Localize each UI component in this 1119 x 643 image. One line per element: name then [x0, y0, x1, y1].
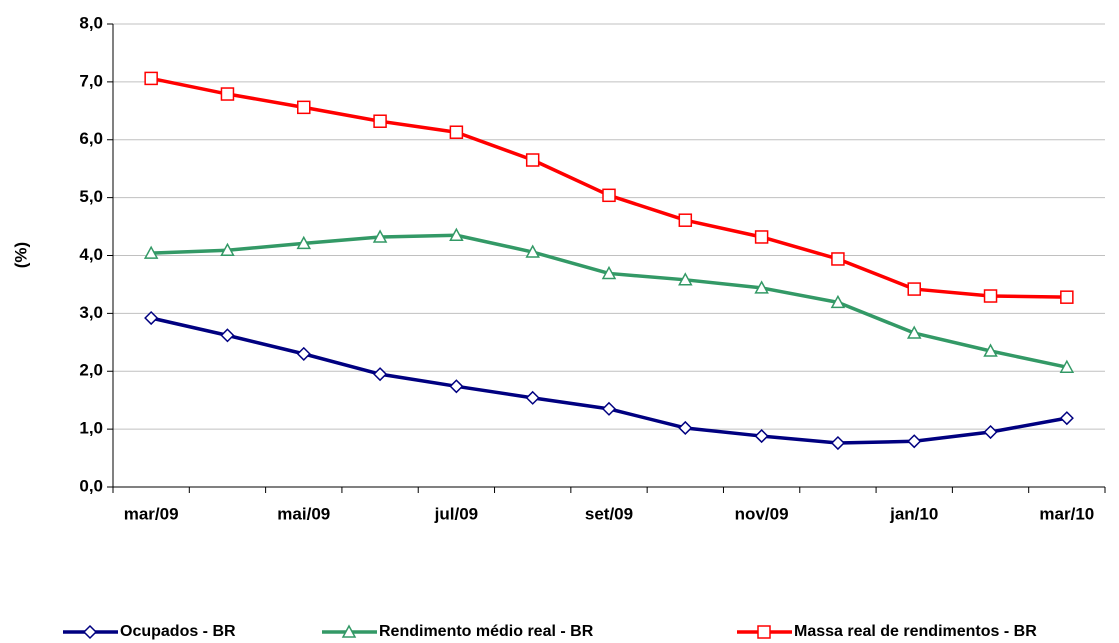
- legend-label: Ocupados - BR: [120, 623, 236, 640]
- y-tick-label: 8,0: [79, 13, 103, 32]
- y-tick-label: 2,0: [79, 361, 103, 380]
- x-tick-label: nov/09: [735, 504, 789, 523]
- x-tick-label: mai/09: [277, 504, 330, 523]
- marker: [983, 289, 998, 303]
- marker: [678, 272, 693, 286]
- x-tick-label: mar/10: [1039, 504, 1094, 523]
- marker: [220, 328, 235, 343]
- series-line: [150, 76, 1067, 299]
- marker: [143, 245, 159, 259]
- x-tick-label: jan/10: [889, 504, 938, 523]
- y-tick-label: 6,0: [79, 129, 103, 148]
- marker: [907, 282, 921, 296]
- marker: [1059, 411, 1074, 426]
- marker: [373, 114, 387, 128]
- x-tick-label: jul/09: [434, 504, 478, 523]
- marker: [1059, 359, 1075, 373]
- x-tick-label: set/09: [585, 504, 633, 523]
- y-tick-label: 4,0: [79, 245, 103, 264]
- marker: [144, 310, 159, 326]
- marker: [907, 434, 922, 449]
- marker: [830, 294, 846, 309]
- y-tick-label: 5,0: [79, 187, 103, 206]
- marker: [82, 624, 98, 640]
- marker: [906, 325, 922, 339]
- y-tick-label: 0,0: [79, 476, 103, 495]
- marker: [297, 100, 311, 115]
- marker: [372, 229, 388, 243]
- marker: [1060, 290, 1074, 304]
- marker: [449, 379, 464, 394]
- marker: [602, 188, 616, 203]
- marker: [754, 429, 769, 444]
- y-tick-label: 3,0: [79, 303, 103, 322]
- marker: [525, 390, 540, 405]
- marker: [678, 213, 693, 227]
- marker: [757, 625, 771, 639]
- marker: [144, 71, 158, 86]
- marker: [831, 252, 845, 266]
- legend-label: Rendimento médio real - BR: [379, 623, 594, 640]
- marker: [525, 244, 540, 258]
- legend-label: Massa real de rendimentos - BR: [794, 623, 1037, 640]
- marker: [601, 401, 617, 416]
- marker: [373, 367, 388, 382]
- marker: [754, 280, 769, 294]
- marker: [830, 435, 845, 451]
- marker: [296, 235, 312, 250]
- marker: [449, 125, 464, 139]
- marker: [449, 227, 464, 241]
- y-axis-label: (%): [11, 242, 30, 268]
- marker: [983, 343, 998, 357]
- marker: [678, 420, 693, 436]
- marker: [341, 624, 357, 638]
- marker: [296, 346, 311, 361]
- marker: [754, 230, 769, 244]
- marker: [983, 424, 998, 440]
- marker: [601, 265, 617, 280]
- marker: [525, 153, 540, 167]
- x-tick-label: mar/09: [124, 504, 179, 523]
- y-tick-label: 7,0: [79, 71, 103, 90]
- marker: [220, 242, 235, 257]
- y-tick-label: 1,0: [79, 419, 103, 438]
- marker: [220, 87, 235, 101]
